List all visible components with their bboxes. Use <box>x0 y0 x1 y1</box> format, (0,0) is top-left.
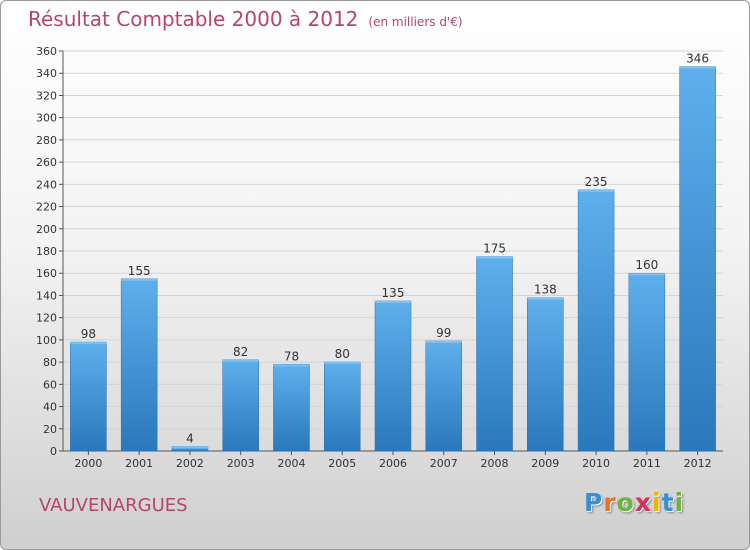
data-label: 346 <box>686 52 709 66</box>
bar-2003 <box>222 359 259 452</box>
bar-top-highlight <box>578 189 615 192</box>
y-tick-label: 260 <box>36 156 57 169</box>
x-tick-label: 2011 <box>633 457 661 470</box>
bar-2012 <box>679 66 716 452</box>
logo-letter: i <box>674 488 685 517</box>
chart-title: Résultat Comptable 2000 à 2012 (en millie… <box>28 7 463 31</box>
x-tick-label: 2010 <box>582 457 610 470</box>
proxiti-logo[interactable]: Proxiti <box>584 488 684 517</box>
y-tick-label: 80 <box>43 356 57 369</box>
x-tick-label: 2000 <box>74 457 102 470</box>
y-tick-label: 60 <box>43 378 57 391</box>
data-label: 175 <box>483 242 506 256</box>
y-tick-label: 320 <box>36 89 57 102</box>
x-tick-label: 2008 <box>481 457 509 470</box>
bar-top-highlight <box>628 273 665 276</box>
y-tick-label: 160 <box>36 267 57 280</box>
bar-2000 <box>70 341 107 452</box>
bar-top-highlight <box>527 297 564 300</box>
data-label: 82 <box>233 345 248 359</box>
logo-letter: x <box>634 488 652 517</box>
data-label: 138 <box>534 283 557 297</box>
x-tick-label: 2002 <box>176 457 204 470</box>
y-tick-label: 340 <box>36 67 57 80</box>
bar-top-highlight <box>171 446 208 449</box>
bar-2008 <box>476 256 513 452</box>
x-tick-label: 2009 <box>531 457 559 470</box>
y-tick-label: 100 <box>36 334 57 347</box>
bar-top-highlight <box>375 301 411 303</box>
bar-top-highlight <box>476 256 513 259</box>
y-tick-label: 220 <box>36 201 57 214</box>
y-tick-label: 240 <box>36 178 57 191</box>
data-label: 98 <box>81 327 96 341</box>
y-tick-label: 140 <box>36 289 57 302</box>
y-tick-label: 360 <box>36 45 57 58</box>
x-tick-label: 2005 <box>328 457 356 470</box>
y-tick-label: 40 <box>43 401 57 414</box>
data-label: 135 <box>382 286 405 300</box>
chart-subtitle: (en milliers d'€) <box>368 15 463 29</box>
y-tick-label: 0 <box>50 445 57 458</box>
x-tick-label: 2012 <box>684 457 712 470</box>
data-label: 160 <box>635 258 658 272</box>
bar-top-highlight <box>679 66 716 69</box>
bar-top-highlight <box>70 342 107 345</box>
logo-letter: o <box>616 488 635 517</box>
y-tick-label: 120 <box>36 312 57 325</box>
x-tick-label: 2001 <box>125 457 153 470</box>
bar-2010 <box>577 189 615 452</box>
logo-letter: i <box>652 488 662 517</box>
y-tick-label: 200 <box>36 223 57 236</box>
data-label: 80 <box>335 347 350 361</box>
bar-top-highlight <box>273 364 310 367</box>
y-tick-label: 20 <box>43 423 57 436</box>
logo-letter: P <box>584 488 604 517</box>
commune-name: VAUVENARGUES <box>39 495 188 516</box>
bar-top-highlight <box>121 278 158 281</box>
data-label: 235 <box>585 175 608 189</box>
y-tick-label: 280 <box>36 134 57 147</box>
bar-top-highlight <box>222 359 259 362</box>
bar-2005 <box>323 361 361 452</box>
x-tick-label: 2007 <box>430 457 458 470</box>
data-label: 99 <box>436 326 451 340</box>
logo-letter: t <box>661 488 675 517</box>
bar-top-highlight <box>324 362 361 365</box>
x-tick-label: 2006 <box>379 457 407 470</box>
bar-2011 <box>628 272 666 452</box>
bar-top-highlight <box>425 341 462 343</box>
x-axis: 2000 2001 2002 2003 2004 2005 2006 2007 2008 2009… <box>74 451 712 470</box>
bar-2009 <box>527 297 564 452</box>
y-tick-label: 180 <box>36 245 57 258</box>
bar-2001 <box>120 278 158 452</box>
data-label: 155 <box>128 264 151 278</box>
bar-2007 <box>425 340 463 452</box>
y-tick-label: 300 <box>36 112 57 125</box>
title-text: Résultat Comptable 2000 à 2012 <box>28 7 359 31</box>
logo-letter: r <box>603 488 617 517</box>
bar-2006 <box>374 300 412 452</box>
data-label: 78 <box>284 349 299 363</box>
bar-2004 <box>273 364 310 452</box>
bars <box>70 66 716 452</box>
data-labels: 98 155 4 82 78 80 135 99 175 138 235 160 346 <box>81 52 709 446</box>
x-tick-label: 2003 <box>227 457 255 470</box>
x-tick-label: 2004 <box>277 457 305 470</box>
data-label: 4 <box>186 432 194 446</box>
